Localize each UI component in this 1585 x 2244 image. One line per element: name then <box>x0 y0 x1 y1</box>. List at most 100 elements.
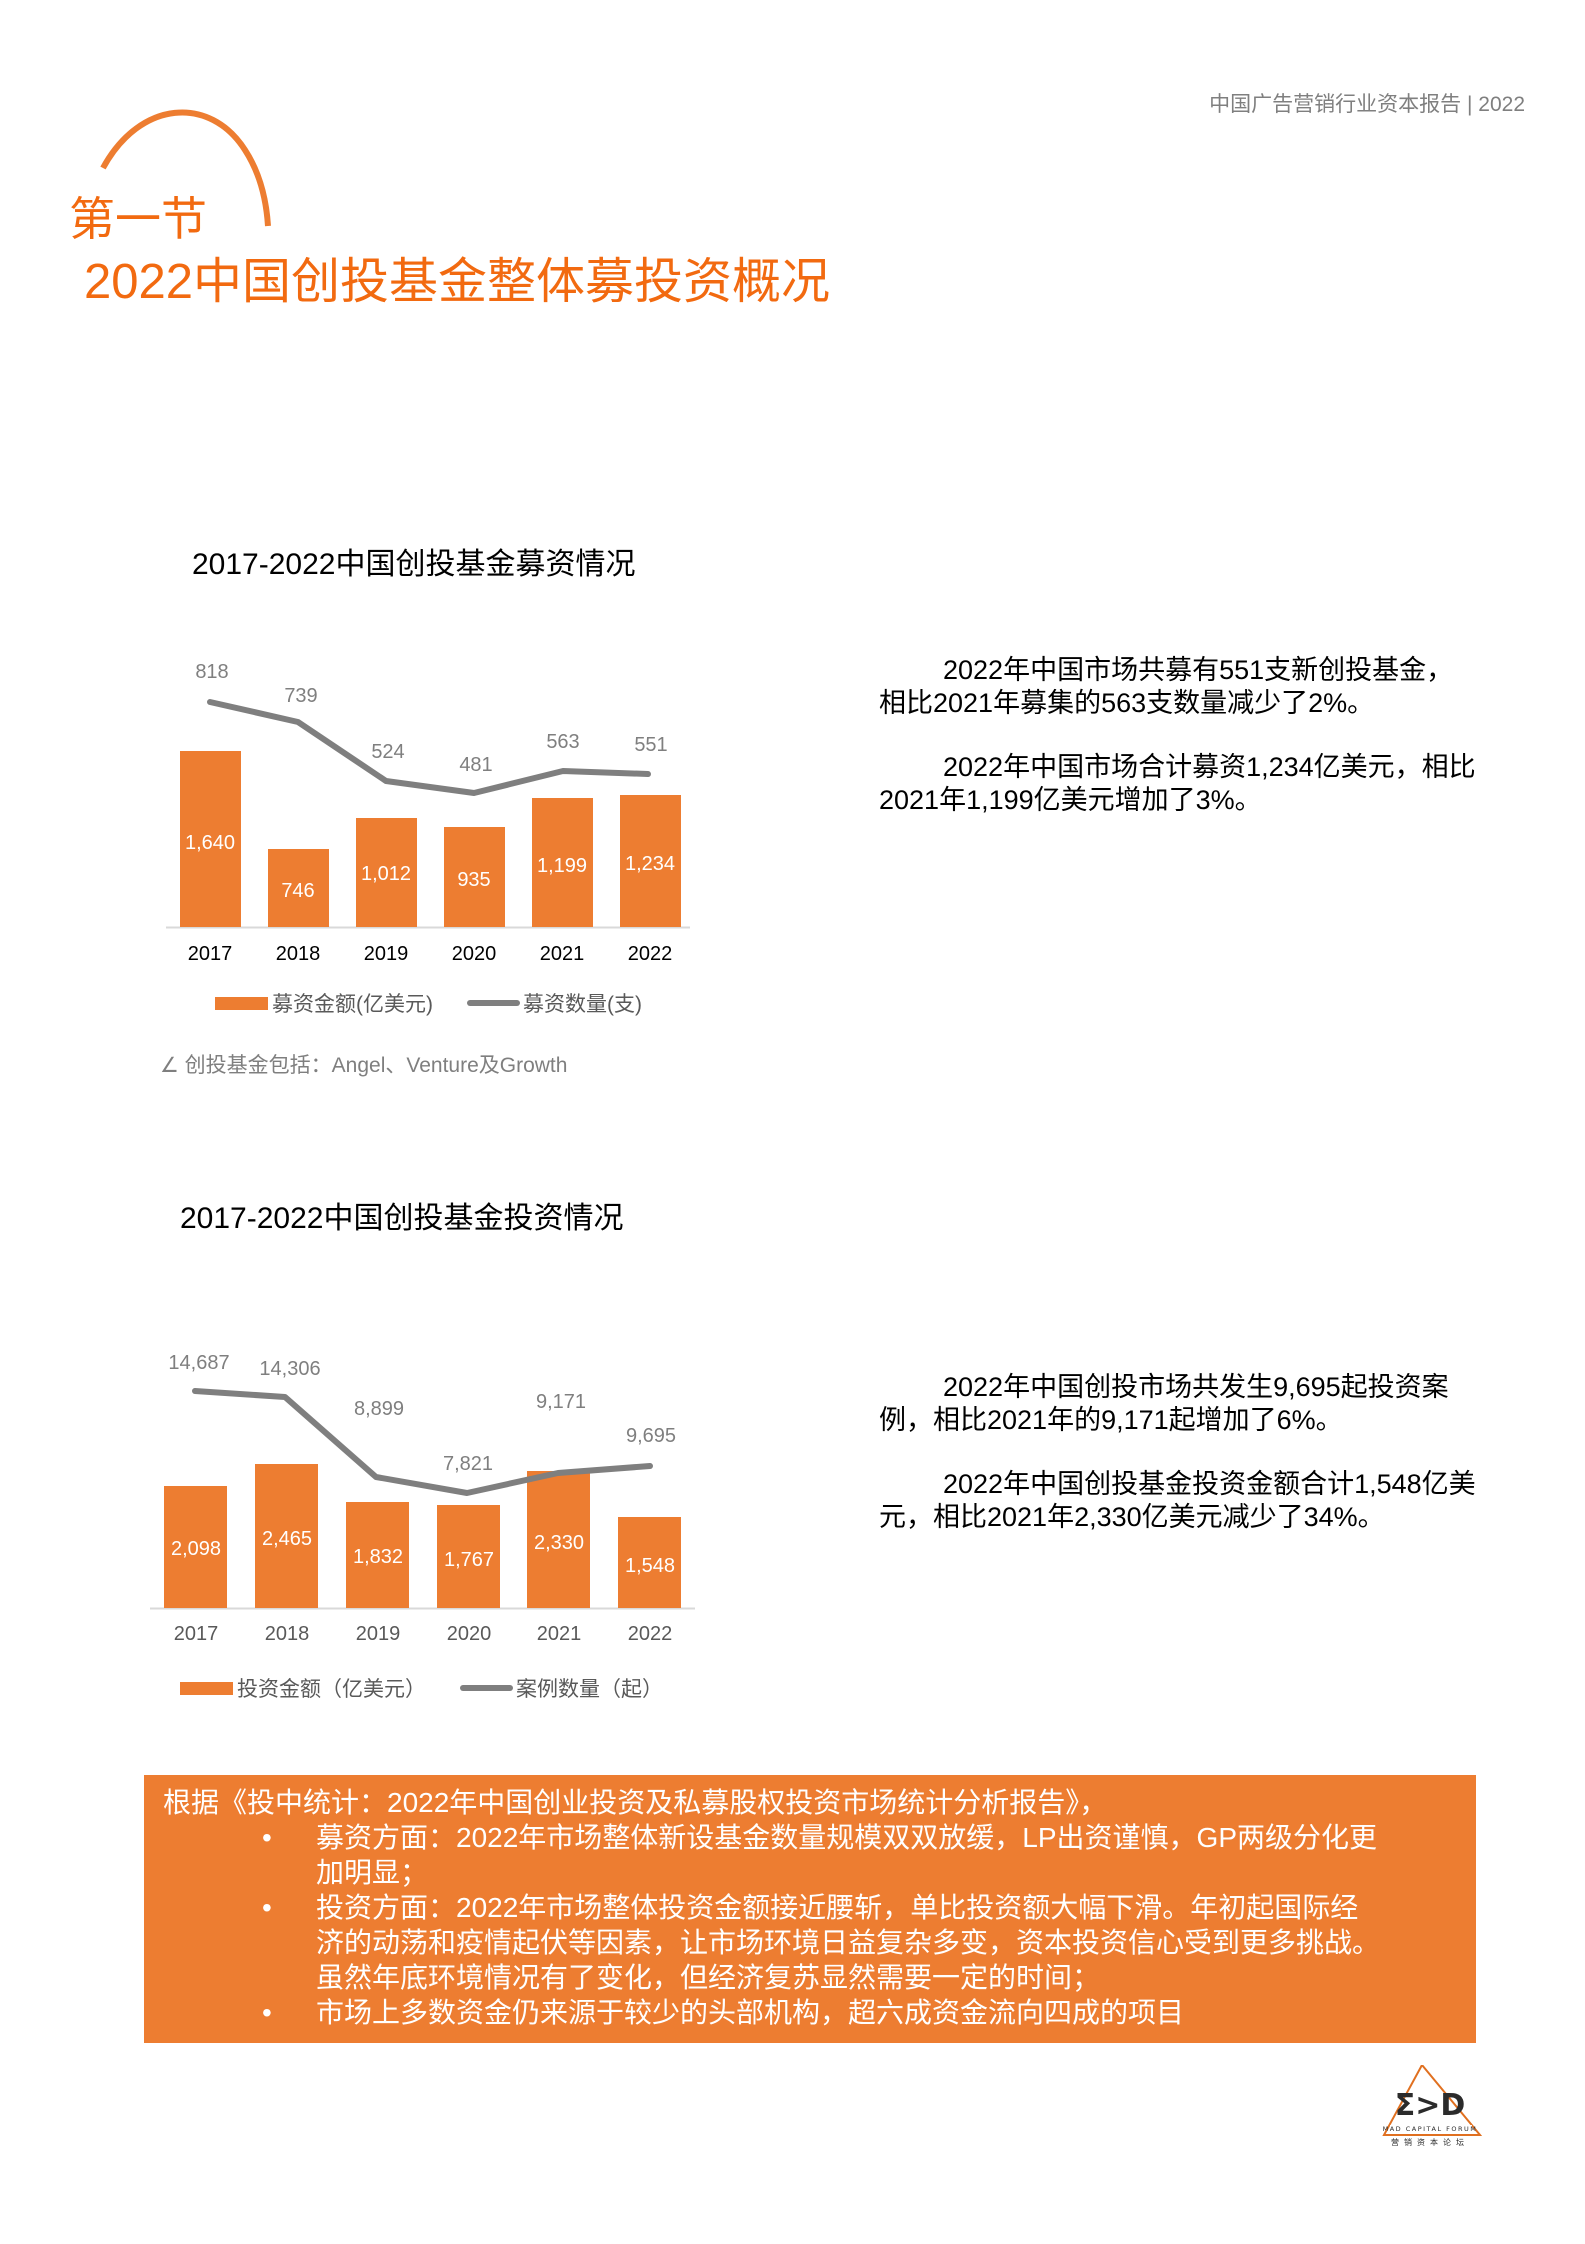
chart1-bar-2017 <box>180 751 241 927</box>
logo-glyphs: Σ>D <box>1395 2088 1466 2123</box>
chart1-bar-label: 746 <box>281 880 314 902</box>
section-number: 第一节 <box>69 193 207 245</box>
chart1-x-tick: 2019 <box>364 943 409 965</box>
chart2-bar-label: 1,832 <box>353 1546 403 1568</box>
chart1-bar-labels: 1,640 746 1,012 935 1,199 1,234 <box>185 832 675 902</box>
summary-bullet-text: 投资方面：2022年市场整体投资金额接近腰斩，单比投资额大幅下滑。年初起国际经济… <box>316 1892 1381 1993</box>
chart2-line-label: 8,899 <box>354 1398 404 1420</box>
chart2-bar-2019 <box>346 1502 409 1608</box>
summary-bullet-text: 市场上多数资金仍来源于较少的头部机构，超六成资金流向四成的项目 <box>316 1997 1185 2028</box>
commentary-investment-p2: 2022年中国创投基金投资金额合计1,548亿美元，相比2021年2,330亿美… <box>879 1469 1476 1532</box>
chart2-legend-line: 案例数量（起） <box>460 1673 663 1703</box>
bullet-icon: • <box>262 1892 272 1923</box>
chart2-title: 2017-2022中国创投基金投资情况 <box>180 1202 624 1235</box>
chart2-line-label: 9,171 <box>536 1391 586 1413</box>
logo-name-en: MAD CAPITAL FORUM <box>1383 2125 1478 2133</box>
bar-swatch-icon <box>180 1681 233 1695</box>
chart2-legend: 投资金额（亿美元） 案例数量（起） <box>180 1673 663 1703</box>
chart2-x-tick: 2017 <box>174 1623 219 1645</box>
chart1-line-label: 481 <box>459 754 492 776</box>
chart1-line-series <box>207 699 651 796</box>
chart2-legend-line-label: 案例数量（起） <box>516 1678 663 1701</box>
commentary-fundraising-p2: 2022年中国市场合计募资1,234亿美元，相比2021年1,199亿美元增加了… <box>879 752 1476 815</box>
chart1-line-labels: 818 739 524 481 563 551 <box>195 661 667 776</box>
chart2-x-tick: 2021 <box>537 1623 582 1645</box>
line-swatch-icon <box>467 1000 520 1006</box>
chart2-bar-2021 <box>527 1471 590 1608</box>
chart2-x-tick: 2018 <box>265 1623 310 1645</box>
chart1-bar-label: 1,234 <box>625 853 675 875</box>
chart2-legend-bar: 投资金额（亿美元） <box>180 1673 426 1703</box>
chart2-bar-2020 <box>437 1505 500 1608</box>
chart1-bar-label: 1,199 <box>537 855 587 877</box>
chart1-x-tick: 2020 <box>452 943 497 965</box>
chart2-bar-labels: 2,098 2,465 1,832 1,767 2,330 1,548 <box>171 1528 675 1577</box>
chart1-bar-label: 935 <box>457 869 490 891</box>
bullet-icon: • <box>262 1822 272 1853</box>
page-title: 2022中国创投基金整体募投资概况 <box>84 255 831 309</box>
chart1-line-label: 563 <box>546 731 579 753</box>
chart1-legend-line: 募资数量(支) <box>467 988 642 1018</box>
chart2-bar-label: 2,465 <box>262 1528 312 1550</box>
chart2-bar-label: 1,767 <box>444 1549 494 1571</box>
chart2-bars <box>164 1464 681 1608</box>
report-header-title: 中国广告营销行业资本报告 | 2022 <box>1209 93 1525 116</box>
summary-bullet: • 募资方面：2022年市场整体新设基金数量规模双双放缓，LP出资谨慎，GP两级分… <box>262 1820 1381 1890</box>
summary-bullet: • 投资方面：2022年市场整体投资金额接近腰斩，单比投资额大幅下滑。年初起国际经… <box>262 1890 1381 1995</box>
summary-bullet: • 市场上多数资金仍来源于较少的头部机构，超六成资金流向四成的项目 <box>262 1995 1381 2030</box>
chart2-x-tick: 2019 <box>356 1623 401 1645</box>
summary-intro: 根据《投中统计：2022年中国创业投资及私募股权投资市场统计分析报告》， <box>163 1787 1108 1818</box>
chart1-bar-label: 1,012 <box>361 863 411 885</box>
chart1-x-tick-labels: 2017 2018 2019 2020 2021 2022 <box>188 943 673 965</box>
chart1-line-label: 818 <box>195 661 228 683</box>
chart2-bar-2022 <box>618 1517 681 1608</box>
bullet-icon: • <box>262 1997 272 2028</box>
chart1-bar-2018 <box>268 849 329 927</box>
chart2-x-tick-labels: 2017 2018 2019 2020 2021 2022 <box>174 1623 673 1645</box>
chart1-bars <box>180 751 681 927</box>
chart1-title: 2017-2022中国创投基金募资情况 <box>192 548 636 581</box>
chart1-line-label: 551 <box>634 734 667 756</box>
summary-bullet-text: 募资方面：2022年市场整体新设基金数量规模双双放缓，LP出资谨慎，GP两级分化… <box>316 1822 1377 1888</box>
decorative-arc-icon <box>100 109 271 227</box>
chart2-bar-label: 2,330 <box>534 1532 584 1554</box>
chart1-bar-label: 1,640 <box>185 832 235 854</box>
commentary-fundraising: 2022年中国市场共募有551支新创投基金，相比2021年募集的563支数量减少… <box>879 654 1479 848</box>
chart1-x-tick: 2021 <box>540 943 585 965</box>
chart1-bar-2021 <box>532 798 593 927</box>
chart1-legend-bar: 募资金额(亿美元) <box>215 988 433 1018</box>
summary-bullets: • 募资方面：2022年市场整体新设基金数量规模双双放缓，LP出资谨慎，GP两级分… <box>163 1820 1456 2030</box>
chart1-line-label: 739 <box>284 685 317 707</box>
chart1-legend: 募资金额(亿美元) 募资数量(支) <box>215 988 642 1018</box>
chart2-line-label: 7,821 <box>443 1453 493 1475</box>
chart1-bar-2022 <box>620 795 681 927</box>
chart1-x-tick: 2017 <box>188 943 233 965</box>
chart1-bar-2020 <box>444 827 505 927</box>
chart2-line-label: 9,695 <box>626 1425 676 1447</box>
chart2-bar-label: 2,098 <box>171 1538 221 1560</box>
logo-name-cn: 营销资本论坛 <box>1391 2137 1469 2147</box>
mad-capital-forum-logo: Σ>D MAD CAPITAL FORUM 营销资本论坛 <box>1382 2065 1483 2147</box>
chart2-x-tick: 2020 <box>447 1623 492 1645</box>
chart2-line-label: 14,306 <box>259 1358 320 1380</box>
chart2-x-tick: 2022 <box>628 1623 673 1645</box>
chart1-bar-2019 <box>356 818 417 927</box>
logo-triangle-icon <box>1382 2065 1483 2136</box>
chart1-line-label: 524 <box>371 741 404 763</box>
summary-callout: 根据《投中统计：2022年中国创业投资及私募股权投资市场统计分析报告》， • 募资… <box>144 1775 1476 2043</box>
chart2-bar-2018 <box>255 1464 318 1608</box>
commentary-investment-p1: 2022年中国创投市场共发生9,695起投资案例，相比2021年的9,171起增… <box>879 1372 1449 1435</box>
chart2-legend-bar-label: 投资金额（亿美元） <box>237 1678 426 1701</box>
commentary-investment: 2022年中国创投市场共发生9,695起投资案例，相比2021年的9,171起增… <box>879 1371 1479 1565</box>
chart1-x-tick: 2018 <box>276 943 321 965</box>
chart2-bar-2017 <box>164 1486 227 1608</box>
chart2-line-series <box>192 1388 653 1496</box>
chart2-bar-label: 1,548 <box>625 1555 675 1577</box>
line-swatch-icon <box>460 1685 513 1691</box>
chart1-legend-bar-label: 募资金额(亿美元) <box>272 993 433 1016</box>
bar-swatch-icon <box>215 996 268 1010</box>
chart1-x-tick: 2022 <box>628 943 673 965</box>
chart1-footnote: ∠ 创投基金包括：Angel、Venture及Growth <box>160 1054 568 1077</box>
chart2-line-label: 14,687 <box>168 1352 229 1374</box>
chart2-line-labels: 14,687 14,306 8,899 7,821 9,171 9,695 <box>168 1352 676 1475</box>
